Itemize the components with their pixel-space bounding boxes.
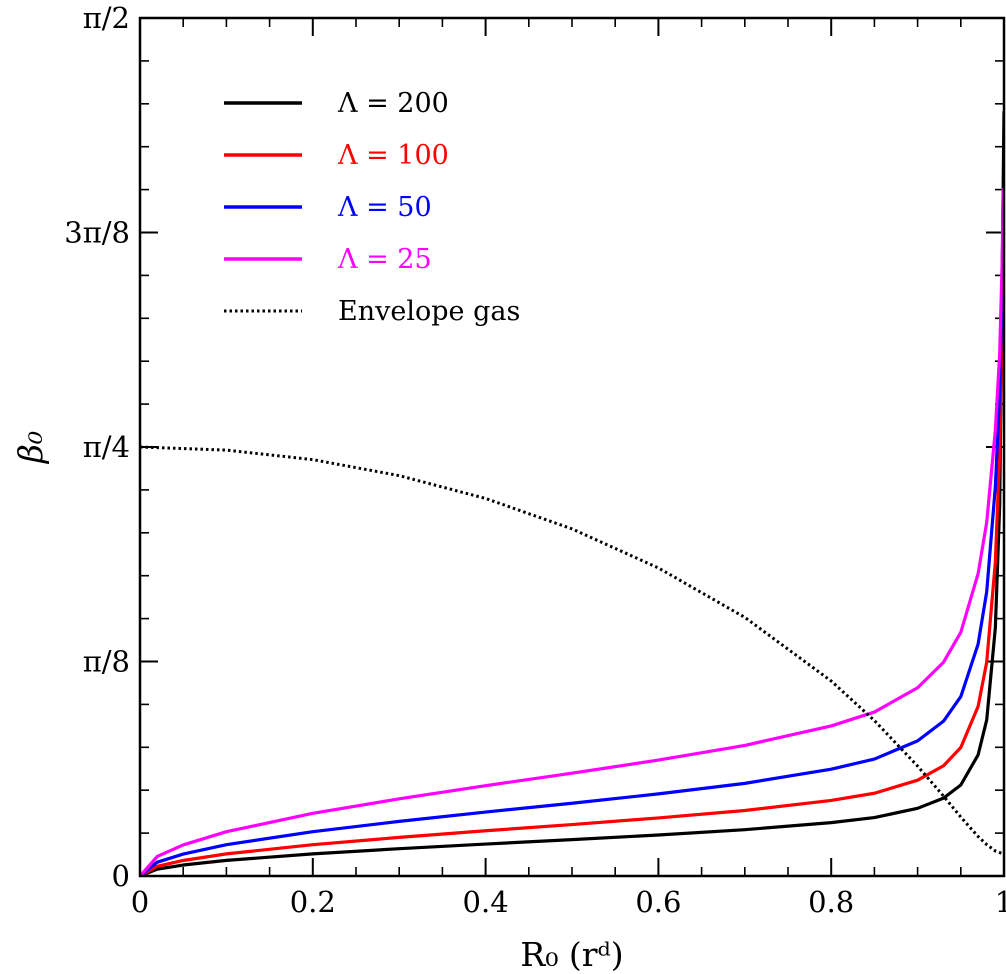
y-tick-label: π/4 [83,430,130,464]
x-tick-label: 1 [995,885,1006,919]
legend-label: Λ = 25 [337,244,432,275]
x-tick-label: 0.8 [808,885,854,919]
y-tick-label: 0 [112,859,130,893]
series-line-3 [140,188,1004,876]
legend-label: Λ = 50 [337,192,432,223]
x-tick-label: 0 [131,885,149,919]
series-line-2 [140,196,1004,876]
legend-label: Envelope gas [338,296,520,327]
x-axis-title: R₀ (rᵈ) [520,935,623,974]
series-line-4 [140,445,1004,856]
series-line-0 [140,111,1004,876]
axis-ticks [139,17,1005,877]
x-tick-label: 0.2 [290,885,336,919]
series-line-1 [140,214,1004,876]
tick-labels: 0 0.2 0.4 0.6 0.8 1 0 π/8 π/4 3π/8 π/2 [64,1,1006,919]
y-tick-label: π/8 [83,645,130,679]
x-tick-label: 0.6 [635,885,681,919]
y-axis-title: β₀ [11,431,50,465]
legend: Λ = 200 Λ = 100 Λ = 50 Λ = 25 Envelope gas [224,88,520,327]
x-tick-label: 0.4 [463,885,509,919]
y-tick-label: 3π/8 [64,216,130,250]
y-tick-label: π/2 [83,1,130,35]
legend-label: Λ = 100 [337,140,449,171]
plot-frame [138,16,1006,878]
plot-area [140,111,1004,876]
legend-label: Λ = 200 [337,88,449,119]
